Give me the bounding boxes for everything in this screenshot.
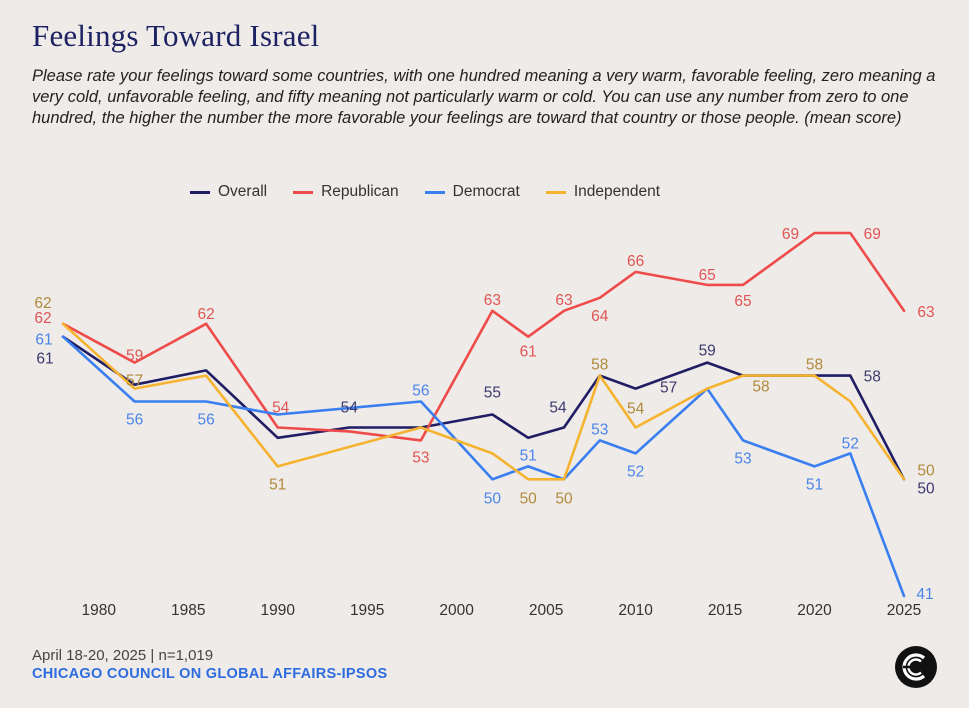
footer-source[interactable]: CHICAGO COUNCIL ON GLOBAL AFFAIRS-IPSOS — [32, 666, 388, 682]
data-label-democrat-2025: 41 — [916, 586, 933, 603]
data-label-democrat-1986: 56 — [197, 412, 214, 429]
legend-swatch-independent — [545, 190, 566, 194]
data-label-democrat-2010: 52 — [627, 463, 644, 480]
series-line-overall — [61, 335, 906, 481]
data-label-independent-2025: 50 — [917, 462, 935, 479]
data-label-republican-2006: 63 — [555, 292, 572, 309]
legend-swatch-republican — [293, 190, 314, 194]
data-label-overall-2022: 58 — [864, 369, 881, 386]
legend-item-republican[interactable]: Republican — [293, 183, 399, 201]
x-tick-label-2010: 2010 — [618, 602, 653, 619]
x-tick-label-2005: 2005 — [529, 602, 563, 619]
legend-item-democrat[interactable]: Democrat — [424, 183, 520, 201]
series-line-independent — [61, 322, 906, 481]
x-tick-label-2020: 2020 — [797, 602, 832, 619]
chart-subtitle: Please rate your feelings toward some co… — [32, 67, 936, 127]
x-tick-label-2015: 2015 — [708, 602, 742, 619]
data-label-republican-2016: 65 — [734, 293, 751, 310]
data-label-overall-1978: 61 — [36, 351, 53, 368]
data-label-democrat-2016: 53 — [734, 450, 751, 467]
data-label-democrat-1998: 56 — [412, 383, 429, 400]
chicago-council-logo-icon — [895, 646, 937, 688]
data-label-independent-2016: 58 — [752, 379, 769, 396]
data-label-independent-1978: 62 — [34, 295, 51, 312]
data-label-republican-2025: 63 — [917, 304, 934, 321]
data-label-democrat-1978: 61 — [35, 332, 52, 349]
data-label-republican-2014: 65 — [699, 267, 716, 284]
chart-title: Feelings Toward Israel — [32, 18, 320, 53]
data-label-democrat-2002: 50 — [484, 490, 502, 507]
data-label-republican-1986: 62 — [197, 306, 214, 323]
data-label-democrat-2008: 53 — [591, 421, 608, 438]
data-label-republican-2022: 69 — [864, 226, 881, 243]
x-tick-label-1985: 1985 — [171, 602, 205, 619]
data-label-overall-2025: 50 — [917, 480, 935, 497]
data-label-democrat-1982: 56 — [126, 412, 143, 429]
data-label-overall-2006: 54 — [549, 400, 567, 417]
legend-swatch-democrat — [424, 190, 445, 194]
x-tick-label-1980: 1980 — [82, 602, 117, 619]
data-label-republican-2008: 64 — [591, 308, 609, 325]
data-label-republican-1998: 53 — [412, 449, 429, 466]
data-label-overall-2014: 59 — [699, 343, 716, 360]
legend-swatch-overall — [190, 190, 210, 194]
data-label-republican-2004: 61 — [520, 344, 537, 361]
data-label-republican-1990: 54 — [272, 400, 290, 417]
footer-date: April 18-20, 2025 | n=1,019 — [32, 647, 214, 664]
data-label-independent-2004: 50 — [520, 490, 538, 507]
data-label-independent-2010: 54 — [627, 401, 645, 418]
data-label-overall-2010: 57 — [660, 380, 677, 397]
legend-label-independent: Independent — [573, 183, 661, 200]
data-label-republican-1982: 59 — [126, 348, 143, 365]
x-tick-label-1990: 1990 — [260, 602, 295, 619]
data-label-republican-1978: 62 — [34, 310, 51, 327]
data-label-independent-2020: 58 — [806, 357, 823, 374]
data-label-independent-1990: 51 — [269, 476, 286, 493]
data-label-independent-2006: 50 — [555, 490, 573, 507]
data-label-democrat-2004: 51 — [520, 447, 537, 464]
data-label-independent-2008: 58 — [591, 357, 608, 374]
series-line-republican — [61, 231, 906, 442]
data-label-overall-1994: 54 — [341, 400, 359, 417]
data-label-democrat-2020: 51 — [806, 476, 823, 493]
data-label-republican-2002: 63 — [484, 292, 501, 309]
x-tick-label-1995: 1995 — [350, 602, 384, 619]
x-tick-label-2025: 2025 — [887, 602, 921, 619]
legend-label-republican: Republican — [321, 183, 399, 200]
data-label-overall-2002: 55 — [484, 385, 501, 402]
x-tick-label-2000: 2000 — [439, 602, 474, 619]
legend-label-democrat: Democrat — [452, 183, 520, 200]
data-label-republican-2020: 69 — [782, 226, 799, 243]
data-label-democrat-2022: 52 — [842, 435, 859, 452]
data-label-republican-2010: 66 — [627, 253, 644, 270]
data-label-independent-1982: 57 — [126, 373, 143, 390]
legend-item-independent[interactable]: Independent — [545, 183, 661, 201]
legend-label-overall: Overall — [218, 183, 268, 200]
legend: Overall Republican Democrat Independent — [190, 181, 660, 203]
legend-item-overall[interactable]: Overall — [190, 183, 267, 201]
